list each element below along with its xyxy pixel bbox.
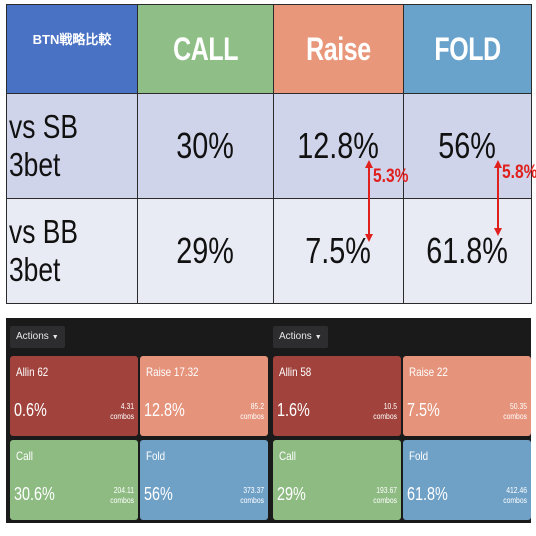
action-percent: 12.8% xyxy=(144,400,185,420)
combos-count: 50.35 combos xyxy=(503,402,527,421)
combos-count: 373.37 combos xyxy=(240,486,264,505)
action-name: Raise 22 xyxy=(409,365,448,379)
fold-tile[interactable]: Fold 56% 373.37 combos xyxy=(140,440,268,520)
solver-panel: Actions ▼ Allin 62 0.6% 4.31 combos Raise … xyxy=(6,318,531,523)
corner-title: BTN戦略比較 xyxy=(32,32,112,47)
table-row: vs BB 3bet 29% 7.5% 61.8% xyxy=(6,198,532,304)
action-percent: 30.6% xyxy=(14,484,55,504)
combos-count: 10.5 combos xyxy=(373,402,397,421)
action-percent: 56% xyxy=(144,484,173,504)
raise-diff-label: 5.3% xyxy=(373,166,409,187)
action-percent: 7.5% xyxy=(407,400,440,420)
action-name: Call xyxy=(16,449,33,463)
actions-dropdown[interactable]: Actions ▼ xyxy=(273,326,328,348)
call-header: CALL xyxy=(173,30,238,67)
row-label: vs SB 3bet xyxy=(9,108,78,183)
allin-tile[interactable]: Allin 58 1.6% 10.5 combos xyxy=(273,356,401,436)
raise-value: 7.5% xyxy=(305,230,372,271)
caret-down-icon: ▼ xyxy=(314,334,322,341)
action-name: Raise 17.32 xyxy=(146,365,199,379)
double-arrow-icon xyxy=(365,160,502,242)
raise-tile[interactable]: Raise 17.32 12.8% 85.2 combos xyxy=(140,356,268,436)
corner-title-cell: BTN戦略比較 xyxy=(6,4,138,94)
action-percent: 61.8% xyxy=(407,484,448,504)
row-label-cell: vs BB 3bet xyxy=(6,198,138,304)
call-value: 29% xyxy=(176,230,235,271)
combos-count: 85.2 combos xyxy=(240,402,264,421)
raise-cell: 12.8% xyxy=(273,93,404,199)
action-name: Fold xyxy=(146,449,166,463)
call-tile[interactable]: Call 30.6% 204.11 combos xyxy=(10,440,138,520)
call-value: 30% xyxy=(176,125,235,166)
solver-left-view: Actions ▼ Allin 62 0.6% 4.31 combos Raise … xyxy=(6,318,268,523)
caret-down-icon: ▼ xyxy=(51,334,59,341)
action-percent: 1.6% xyxy=(277,400,310,420)
actions-label: Actions xyxy=(16,331,49,342)
call-tile[interactable]: Call 29% 193.67 combos xyxy=(273,440,401,520)
solver-right-view: Actions ▼ Allin 58 1.6% 10.5 combos Raise … xyxy=(269,318,531,523)
combos-count: 4.31 combos xyxy=(110,402,134,421)
raise-tile[interactable]: Raise 22 7.5% 50.35 combos xyxy=(403,356,531,436)
action-name: Allin 58 xyxy=(279,365,312,379)
raise-header: Raise xyxy=(306,30,371,67)
call-cell: 30% xyxy=(137,93,274,199)
strategy-comparison-table: BTN戦略比較 CALL Raise FOLD vs SB 3bet 30% 1… xyxy=(6,4,532,304)
table-row: vs SB 3bet 30% 12.8% 56% xyxy=(6,93,532,199)
combos-count: 412.46 combos xyxy=(503,486,527,505)
row-label-cell: vs SB 3bet xyxy=(6,93,138,199)
header-row: BTN戦略比較 CALL Raise FOLD xyxy=(6,4,532,94)
fold-value: 56% xyxy=(438,125,497,166)
fold-header: FOLD xyxy=(434,30,501,67)
action-percent: 29% xyxy=(277,484,306,504)
row-label: vs BB 3bet xyxy=(9,213,78,288)
fold-diff-label: 5.8% xyxy=(502,162,536,183)
fold-header-cell: FOLD xyxy=(403,4,532,94)
combos-count: 193.67 combos xyxy=(373,486,397,505)
action-name: Call xyxy=(279,449,296,463)
fold-tile[interactable]: Fold 61.8% 412.46 combos xyxy=(403,440,531,520)
combos-count: 204.11 combos xyxy=(110,486,134,505)
fold-cell: 61.8% xyxy=(403,198,532,304)
action-name: Allin 62 xyxy=(16,365,49,379)
raise-value: 12.8% xyxy=(297,125,380,166)
call-cell: 29% xyxy=(137,198,274,304)
fold-value: 61.8% xyxy=(426,230,509,271)
actions-label: Actions xyxy=(279,331,312,342)
action-name: Fold xyxy=(409,449,429,463)
actions-dropdown[interactable]: Actions ▼ xyxy=(10,326,65,348)
allin-tile[interactable]: Allin 62 0.6% 4.31 combos xyxy=(10,356,138,436)
action-percent: 0.6% xyxy=(14,400,47,420)
raise-cell: 7.5% xyxy=(273,198,404,304)
fold-cell: 56% xyxy=(403,93,532,199)
